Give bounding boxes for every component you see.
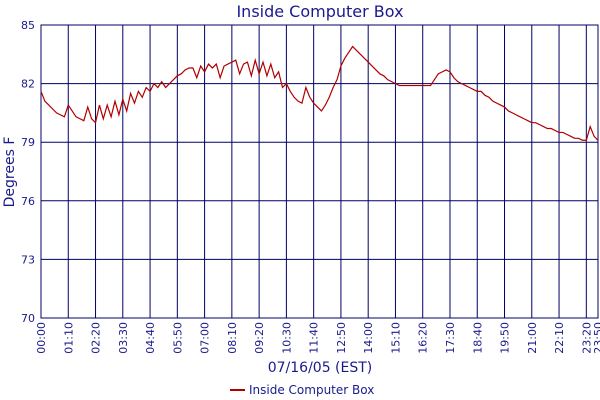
data-line <box>40 45 599 141</box>
x-tick-label: 19:50 <box>499 322 512 354</box>
x-tick-label: 23:20 <box>580 322 593 354</box>
y-tick-label: 70 <box>21 312 35 325</box>
x-tick-label: 01:10 <box>62 322 75 354</box>
x-tick-label: 17:30 <box>444 322 457 354</box>
y-tick-label: 85 <box>21 19 35 32</box>
x-tick-label: 10:30 <box>280 322 293 354</box>
x-tick-label: 21:00 <box>526 322 539 354</box>
x-tick-label: 08:10 <box>226 322 239 354</box>
x-tick-label: 07:00 <box>199 322 212 354</box>
x-tick-label: 22:10 <box>553 322 566 354</box>
y-axis-label: Degrees F <box>2 137 18 208</box>
x-tick-label: 03:30 <box>117 322 130 354</box>
x-tick-label: 05:50 <box>171 322 184 354</box>
x-tick-label: 16:20 <box>417 322 430 354</box>
x-tick-label: 12:50 <box>335 322 348 354</box>
x-tick-label: 04:40 <box>144 322 157 354</box>
x-tick-label: 23:50 <box>592 322 600 354</box>
x-axis-label: 07/16/05 (EST) <box>268 360 373 376</box>
x-tick-label: 15:10 <box>389 322 402 354</box>
x-tick-label: 02:20 <box>90 322 103 354</box>
x-tick-label: 09:20 <box>253 322 266 354</box>
plot-area <box>40 24 599 319</box>
x-tick-label: 00:00 <box>35 322 48 354</box>
x-tick-label: 18:40 <box>471 322 484 354</box>
y-tick-label: 82 <box>21 78 35 91</box>
legend-label: Inside Computer Box <box>249 383 374 397</box>
y-tick-label: 79 <box>21 136 35 149</box>
x-tick-label: 14:00 <box>362 322 375 354</box>
y-tick-label: 76 <box>21 195 35 208</box>
chart-title: Inside Computer Box <box>236 2 403 21</box>
x-tick-label: 11:40 <box>308 322 321 354</box>
y-tick-label: 73 <box>21 253 35 266</box>
